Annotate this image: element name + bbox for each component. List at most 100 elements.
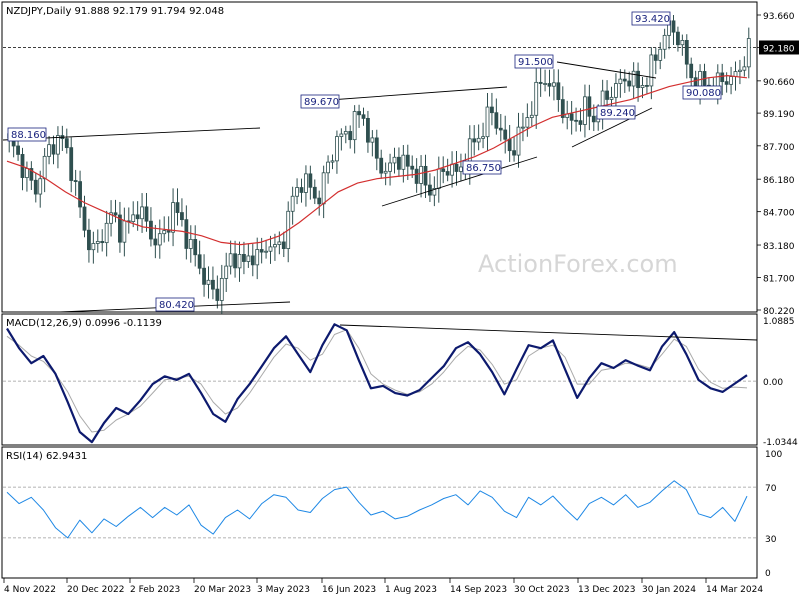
macd-title: MACD(12,26,9) 0.0996 -0.1139 [6,318,162,329]
candle-up [525,117,530,128]
candle-down [166,230,171,233]
candle-down [184,219,189,249]
candle-up [219,278,224,301]
candle-up [388,162,392,172]
candle-up [264,250,268,253]
candle-up [326,161,330,174]
candle-down [144,206,149,222]
price-y-label: 81.700 [763,275,795,285]
candle-up [521,126,525,129]
rsi-y-label: 30 [765,535,777,545]
price-y-label: 87.700 [763,143,795,153]
candle-up [228,253,233,267]
candle-up [640,85,645,89]
candle-down [676,31,680,46]
candle-down [69,147,74,181]
candle-down [366,118,370,143]
watermark: ActionForex.com [478,250,678,278]
candle-up [321,172,326,205]
rsi-title: RSI(14) 62.9431 [6,451,87,462]
price-y-label: 89.190 [763,110,795,120]
candle-up [516,126,521,156]
x-axis-label: 13 Dec 2023 [578,585,636,595]
candle-up [104,222,109,244]
candle-up [56,135,60,155]
candle-down [197,254,202,269]
candle-down [547,83,552,87]
annotation-box [631,11,671,26]
candle-up [131,214,136,222]
candle-up [729,76,733,85]
candle-up [450,163,454,176]
candle-up [543,83,547,85]
candle-up [609,96,614,100]
candle-down [308,173,313,188]
candle-down [405,154,410,167]
candle-up [162,230,167,235]
candle-up [436,168,441,189]
candle-down [627,80,632,87]
candle-up [277,241,282,245]
candle-down [410,165,415,170]
price-panel-frame [1,1,758,313]
candle-down [445,171,450,176]
candle-up [295,187,299,197]
candle-down [498,127,503,131]
candle-up [47,144,51,157]
x-axis-label: 1 Aug 2023 [385,585,437,595]
candle-down [397,156,401,170]
candle-up [237,254,242,269]
annotation-box [462,160,502,175]
candle-up [91,243,96,251]
candle-up [122,220,127,243]
candle-down [724,81,729,85]
rsi-y-label: 0 [765,569,771,579]
annotation-box [155,297,195,312]
candle-up [268,246,273,252]
candle-down [202,267,206,285]
macd-layer [3,323,758,444]
annotation-label: 93.420 [635,14,670,25]
x-axis-label: 20 Dec 2022 [67,585,125,595]
candle-down [671,20,676,33]
current-price-tag [759,40,799,55]
price-y-label: 86.180 [763,176,795,186]
candle-down [379,157,384,174]
candle-down [82,206,87,231]
candle-down [414,168,419,184]
candle-down [149,220,153,240]
candle-down [33,179,38,195]
candle-down [193,239,198,256]
candle-up [649,54,654,87]
candle-down [441,168,446,172]
annotation-label: 89.240 [600,108,635,119]
candle-up [662,34,667,50]
candle-down [684,40,689,65]
candle-down [215,288,220,301]
annotation-box [682,85,722,100]
axis-layer: 93.660 92.180 90.660 89.190 87.700 86.180 84.7… [3,12,799,595]
candle-up [255,249,260,266]
candle-up [658,48,663,61]
annotation-box [7,127,47,142]
candle-up [631,70,636,87]
candle-up [25,168,29,178]
candle-down [361,114,366,119]
candle-down [348,131,353,141]
candle-up [459,166,463,172]
candle-up [343,131,348,135]
candle-down [175,202,180,213]
price-y-label: 93.660 [763,12,795,22]
candle-up [614,83,618,98]
candle-up [42,155,47,180]
candle-down [560,99,565,118]
candle-down [242,254,246,262]
candle-up [432,188,437,196]
candle-up [339,133,344,137]
candle-down [180,212,184,221]
candle-up [330,160,335,163]
candle-down [720,72,725,83]
candle-down [636,70,640,89]
